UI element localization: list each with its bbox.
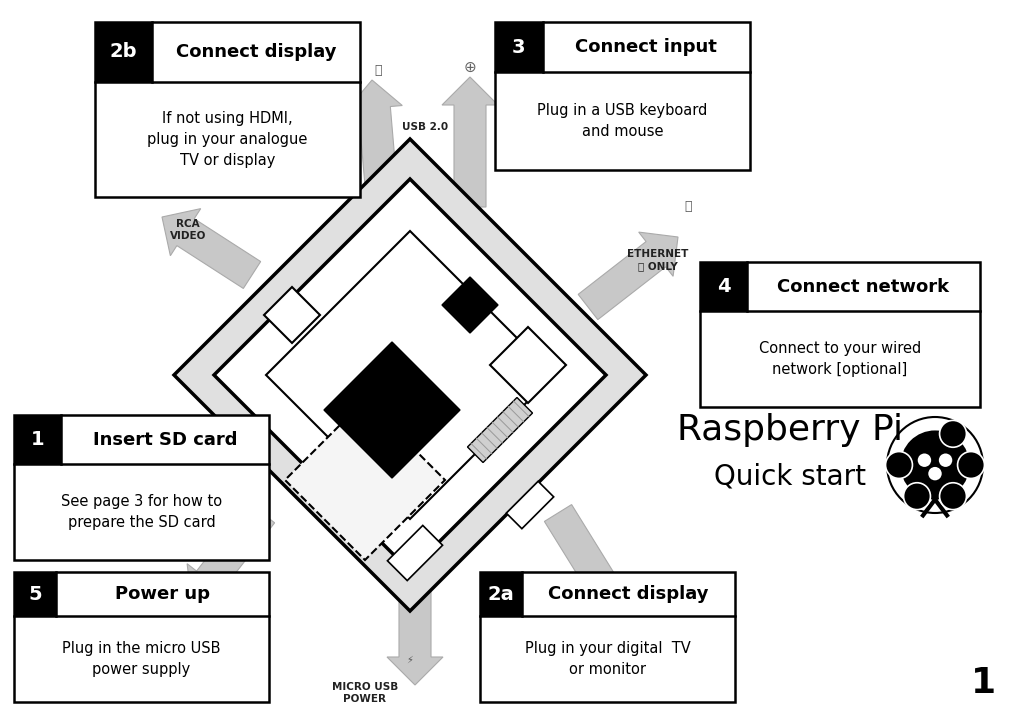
Text: Insert SD card: Insert SD card	[92, 430, 238, 448]
Polygon shape	[174, 139, 646, 611]
Text: 3: 3	[512, 38, 525, 56]
Polygon shape	[324, 342, 460, 478]
Bar	[495, 22, 750, 170]
Text: Connect to your wired
network [optional]: Connect to your wired network [optional]	[759, 342, 922, 377]
Polygon shape	[264, 287, 319, 343]
Polygon shape	[545, 505, 629, 613]
Text: ⊕: ⊕	[464, 59, 476, 74]
Text: 品: 品	[684, 201, 692, 214]
Text: Connect input: Connect input	[575, 38, 718, 56]
Bar	[480, 572, 735, 702]
Text: 4: 4	[717, 277, 730, 296]
Text: 📺: 📺	[211, 180, 217, 190]
Circle shape	[918, 453, 931, 467]
Bar	[14, 415, 60, 464]
Text: RCA
VIDEO: RCA VIDEO	[170, 219, 206, 241]
Bar	[700, 262, 980, 407]
Polygon shape	[490, 327, 566, 403]
Polygon shape	[442, 277, 498, 333]
Polygon shape	[468, 398, 532, 463]
Text: SD CARD: SD CARD	[150, 580, 201, 590]
Text: ETHERNET
Ⓑ ONLY: ETHERNET Ⓑ ONLY	[628, 249, 689, 271]
Polygon shape	[387, 573, 443, 685]
Polygon shape	[506, 482, 554, 529]
Polygon shape	[162, 209, 261, 289]
Text: See page 3 for how to
prepare the SD card: See page 3 for how to prepare the SD car…	[61, 494, 222, 530]
Circle shape	[903, 483, 931, 510]
Text: Quick start: Quick start	[714, 462, 866, 490]
Polygon shape	[266, 231, 554, 519]
Text: Raspberry Pi: Raspberry Pi	[677, 413, 903, 447]
Bar	[95, 22, 360, 197]
Text: Connect display: Connect display	[548, 585, 709, 603]
Bar	[95, 22, 152, 82]
Text: 🖥: 🖥	[622, 628, 629, 638]
Text: 5: 5	[29, 585, 42, 604]
Text: USB 2.0: USB 2.0	[402, 122, 449, 132]
Text: 1: 1	[971, 666, 996, 700]
Circle shape	[886, 451, 912, 479]
Text: Plug in your digital  TV
or monitor: Plug in your digital TV or monitor	[524, 641, 690, 677]
Text: HDMI: HDMI	[623, 585, 653, 595]
Text: Connect display: Connect display	[175, 43, 336, 61]
Circle shape	[940, 420, 967, 447]
Text: 1: 1	[31, 430, 44, 449]
Polygon shape	[387, 526, 442, 580]
Polygon shape	[346, 80, 402, 199]
Text: If not using HDMI,
plug in your analogue
TV or display: If not using HDMI, plug in your analogue…	[147, 110, 307, 168]
Circle shape	[900, 430, 970, 500]
Bar	[14, 572, 56, 616]
Text: ⚡: ⚡	[407, 655, 414, 665]
Bar	[14, 415, 269, 560]
Bar	[14, 572, 269, 702]
Circle shape	[929, 467, 942, 480]
Polygon shape	[579, 232, 678, 320]
Circle shape	[957, 451, 984, 479]
Circle shape	[939, 453, 952, 467]
Text: Connect network: Connect network	[777, 278, 949, 295]
Bar	[495, 22, 543, 72]
Text: Plug in a USB keyboard
and mouse: Plug in a USB keyboard and mouse	[538, 103, 708, 139]
Bar	[700, 262, 746, 311]
Polygon shape	[187, 503, 274, 603]
Polygon shape	[285, 400, 445, 560]
Text: MICRO USB
POWER: MICRO USB POWER	[332, 682, 398, 704]
Text: ▮: ▮	[184, 570, 191, 583]
Text: Plug in the micro USB
power supply: Plug in the micro USB power supply	[62, 641, 221, 677]
Text: 2b: 2b	[110, 43, 137, 61]
Polygon shape	[442, 77, 498, 207]
Text: 🔊: 🔊	[374, 64, 382, 77]
Polygon shape	[214, 179, 606, 571]
Text: Power up: Power up	[115, 585, 210, 603]
Text: AUDIO
JACK: AUDIO JACK	[303, 116, 341, 138]
Bar	[480, 572, 522, 616]
Text: 2a: 2a	[487, 585, 514, 604]
Circle shape	[940, 483, 967, 510]
